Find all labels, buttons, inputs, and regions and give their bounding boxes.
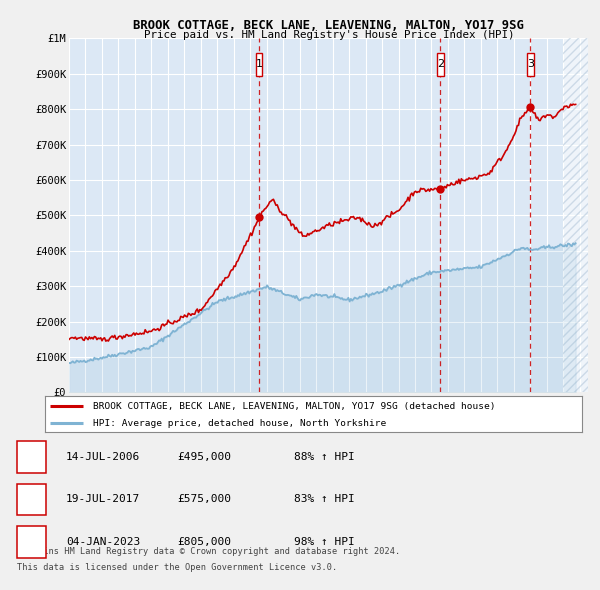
- Text: HPI: Average price, detached house, North Yorkshire: HPI: Average price, detached house, Nort…: [94, 418, 386, 428]
- Text: BROOK COTTAGE, BECK LANE, LEAVENING, MALTON, YO17 9SG: BROOK COTTAGE, BECK LANE, LEAVENING, MAL…: [133, 19, 524, 32]
- Text: 2: 2: [437, 59, 444, 69]
- Text: 88% ↑ HPI: 88% ↑ HPI: [294, 452, 355, 462]
- Text: £495,000: £495,000: [177, 452, 231, 462]
- Text: 14-JUL-2006: 14-JUL-2006: [66, 452, 140, 462]
- Text: £805,000: £805,000: [177, 537, 231, 547]
- Bar: [563, 38, 588, 392]
- Text: 83% ↑ HPI: 83% ↑ HPI: [294, 494, 355, 504]
- Text: 1: 1: [28, 450, 35, 464]
- Text: 04-JAN-2023: 04-JAN-2023: [66, 537, 140, 547]
- Text: 19-JUL-2017: 19-JUL-2017: [66, 494, 140, 504]
- Text: 1: 1: [256, 59, 263, 69]
- FancyBboxPatch shape: [256, 53, 262, 76]
- Text: 98% ↑ HPI: 98% ↑ HPI: [294, 537, 355, 547]
- FancyBboxPatch shape: [437, 53, 443, 76]
- FancyBboxPatch shape: [527, 53, 533, 76]
- Text: 2: 2: [28, 493, 35, 506]
- Text: This data is licensed under the Open Government Licence v3.0.: This data is licensed under the Open Gov…: [17, 563, 337, 572]
- Text: £575,000: £575,000: [177, 494, 231, 504]
- Text: 3: 3: [527, 59, 534, 69]
- Text: Price paid vs. HM Land Registry's House Price Index (HPI): Price paid vs. HM Land Registry's House …: [143, 30, 514, 40]
- Text: Contains HM Land Registry data © Crown copyright and database right 2024.: Contains HM Land Registry data © Crown c…: [17, 547, 400, 556]
- Text: 3: 3: [28, 535, 35, 549]
- Text: BROOK COTTAGE, BECK LANE, LEAVENING, MALTON, YO17 9SG (detached house): BROOK COTTAGE, BECK LANE, LEAVENING, MAL…: [94, 402, 496, 411]
